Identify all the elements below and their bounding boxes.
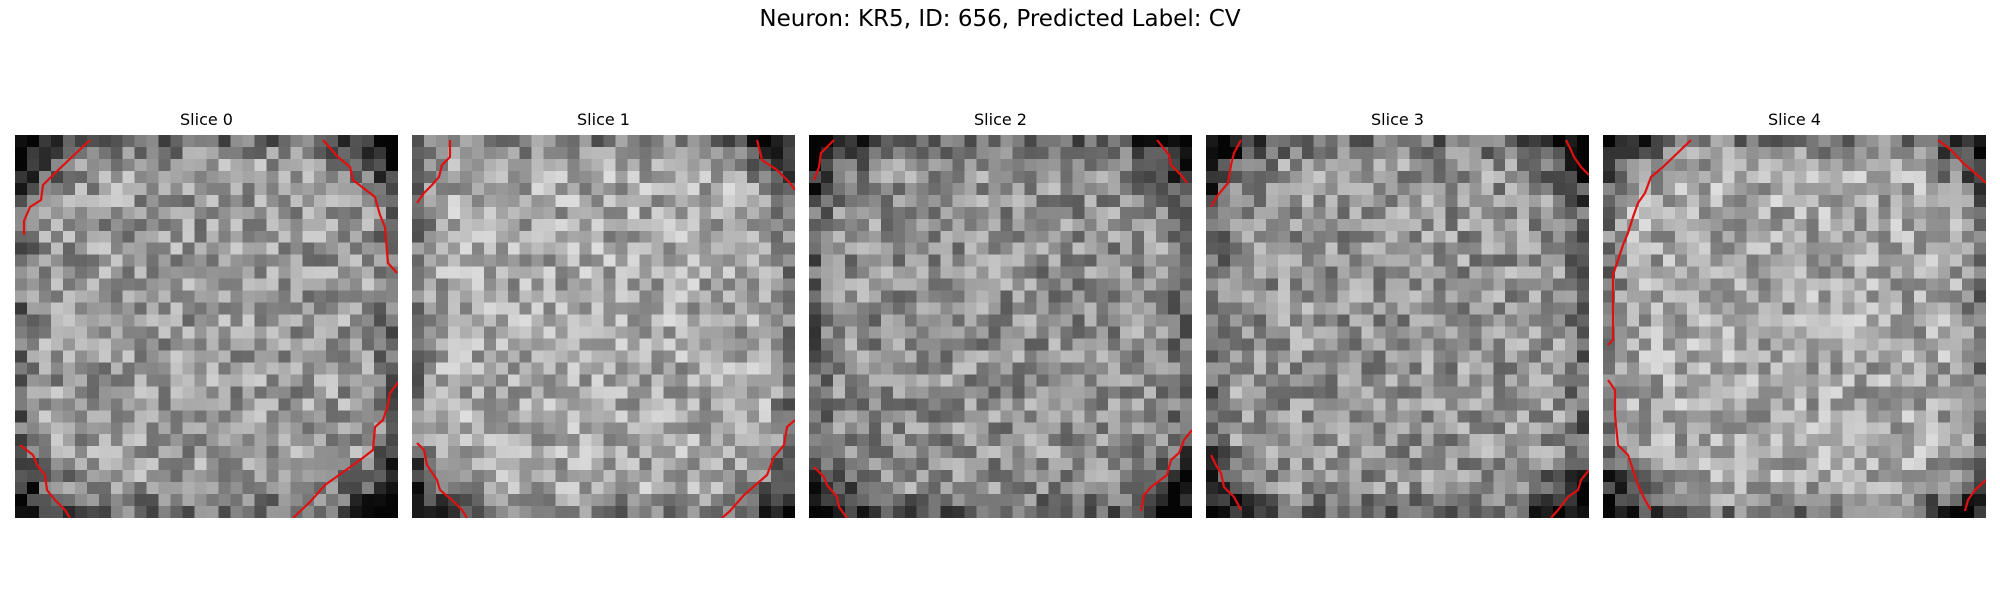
slice-panel-2: Slice 2 — [809, 110, 1192, 518]
segmentation-contour — [812, 139, 1192, 518]
segmentation-contour — [1210, 139, 1589, 518]
slice-panel-3: Slice 3 — [1206, 110, 1589, 518]
slice-panel-4: Slice 4 — [1603, 110, 1986, 518]
slice-title: Slice 2 — [974, 110, 1027, 129]
slice-title: Slice 1 — [577, 110, 630, 129]
segmentation-contour — [19, 139, 398, 518]
slice-panel-0: Slice 0 — [15, 110, 398, 518]
microscopy-image — [15, 135, 398, 518]
slice-title: Slice 0 — [180, 110, 233, 129]
slice-title: Slice 3 — [1371, 110, 1424, 129]
figure-title: Neuron: KR5, ID: 656, Predicted Label: C… — [759, 6, 1241, 32]
slice-image — [412, 135, 795, 518]
slice-image — [15, 135, 398, 518]
microscopy-image — [1206, 135, 1589, 518]
microscopy-image — [1603, 135, 1986, 518]
segmentation-contour — [1607, 139, 1986, 512]
slice-image — [1603, 135, 1986, 518]
microscopy-image — [809, 135, 1192, 518]
microscopy-image — [412, 135, 795, 518]
slice-image — [1206, 135, 1589, 518]
slice-title: Slice 4 — [1768, 110, 1821, 129]
segmentation-contour — [416, 139, 795, 518]
slice-image — [809, 135, 1192, 518]
slice-panel-1: Slice 1 — [412, 110, 795, 518]
